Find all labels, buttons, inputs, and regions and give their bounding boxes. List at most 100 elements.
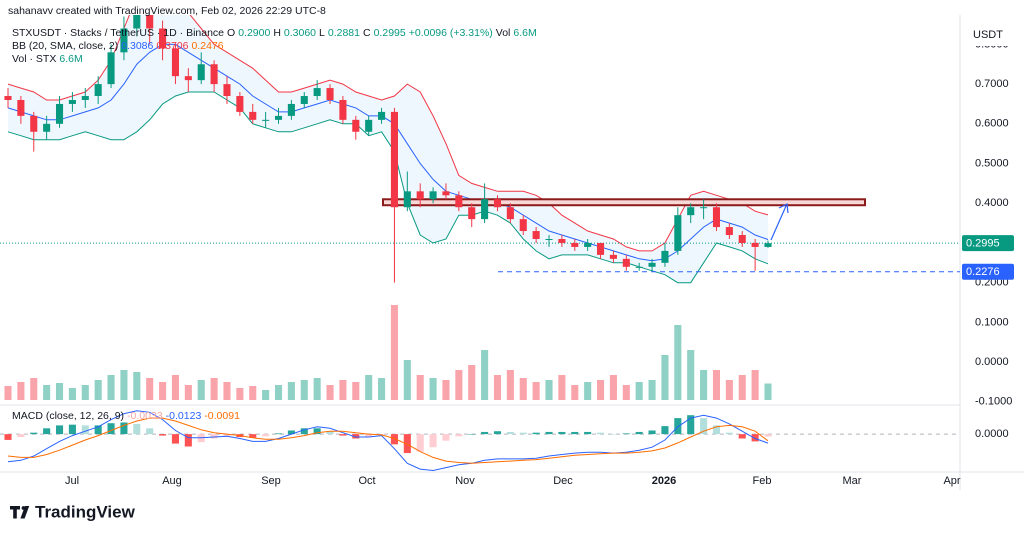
candle-body — [442, 191, 450, 196]
volume-bar — [700, 370, 708, 400]
candle-body — [81, 96, 89, 100]
macd-histogram-bar — [674, 418, 682, 435]
candle-body — [532, 231, 540, 239]
bb-lower-value: 0.2476 — [191, 40, 224, 52]
volume-bar — [532, 382, 540, 400]
ohlc-value: 0.2900 — [238, 27, 271, 39]
volume-bar — [648, 380, 656, 400]
macd-histogram-bar — [506, 431, 514, 435]
candle-body — [609, 254, 617, 259]
macd-histogram-bar — [30, 432, 38, 435]
macd-signal-value: -0.0091 — [204, 410, 240, 422]
candle-body — [55, 103, 64, 124]
volume-bar — [674, 325, 682, 400]
candle-body — [171, 48, 179, 77]
bb-basis-value: 0.3086 — [121, 40, 154, 52]
volume-bar — [635, 382, 643, 400]
candle-body — [365, 119, 373, 132]
price-axis: 0.80000.70000.60000.50000.40000.30000.20… — [962, 38, 1014, 440]
volume-bar — [712, 370, 721, 400]
signal-line — [7, 417, 769, 464]
candle-body — [390, 111, 398, 208]
currency-box — [962, 24, 1016, 46]
candle-body — [622, 258, 630, 267]
volume-bar — [584, 382, 592, 400]
volume-bar — [390, 305, 398, 400]
macd-histogram-bar — [751, 434, 759, 442]
candle-body — [455, 195, 463, 208]
x-tick-label: Feb — [753, 475, 772, 487]
volume-bar — [4, 386, 12, 400]
price-tag-label: 0.2995 — [966, 238, 1000, 250]
volume-bar — [725, 380, 733, 400]
candle-body — [751, 242, 759, 247]
volume-bar — [326, 385, 334, 400]
candle-body — [262, 119, 270, 121]
candle-body — [584, 242, 592, 247]
macd-histogram-bar — [712, 425, 721, 435]
macd-histogram-bar — [700, 418, 708, 435]
volume-bar — [481, 350, 489, 400]
y-tick-label: 0.4000 — [975, 197, 1009, 209]
candle-body — [223, 84, 231, 97]
volume-bar — [468, 365, 476, 400]
vol-value: 6.6M — [513, 27, 537, 39]
candle-body — [184, 76, 192, 81]
candle-body — [133, 15, 141, 29]
volume-bar — [571, 385, 579, 400]
candle-body — [159, 28, 167, 49]
price-tag-label: 0.2276 — [966, 266, 1000, 278]
macd-histogram-bar — [133, 423, 141, 435]
ohlc-key: L — [319, 27, 325, 39]
volume-bar — [545, 380, 553, 400]
volume-bar — [184, 385, 192, 400]
candle-body — [712, 207, 721, 228]
bb-title: BB (20, SMA, close, 2) — [12, 40, 119, 52]
volume-bar — [751, 370, 759, 400]
volume-bar — [506, 370, 514, 400]
volume-bar — [442, 380, 450, 400]
volume-bar — [197, 380, 205, 400]
candle-body — [725, 227, 733, 236]
macd-histogram-bar — [326, 431, 334, 435]
macd-histogram-bar — [43, 428, 51, 435]
volume-bar — [687, 350, 695, 400]
candle-body — [287, 103, 295, 116]
volume-bar — [313, 378, 321, 400]
bb-upper-value: 0.3706 — [156, 40, 189, 52]
candle-body — [558, 238, 566, 243]
macd-histogram-bar — [764, 434, 772, 437]
volume-bar — [352, 382, 360, 400]
volume-bar — [661, 355, 669, 400]
ohlc-value: 0.2995 — [373, 27, 406, 39]
x-tick-label: Aug — [162, 475, 182, 487]
volume-bar — [365, 375, 373, 400]
macd-histogram-bar — [661, 426, 669, 435]
volume-bar — [609, 375, 617, 400]
x-tick-label: Dec — [553, 475, 573, 487]
time-axis: Jul Aug Sep Oct Nov Dec 2026 Feb Mar Apr — [65, 475, 961, 487]
ohlc-key: O — [227, 27, 236, 39]
volume-bar — [171, 375, 179, 400]
macd-histogram-bar — [262, 434, 270, 437]
volume-bar — [210, 378, 218, 400]
volume-bar — [94, 380, 102, 400]
macd-histogram-bar — [558, 431, 566, 435]
candle-body — [17, 99, 25, 116]
macd-histogram-bar — [313, 428, 321, 435]
candle-body — [30, 115, 38, 132]
macd-histogram-bar — [249, 434, 257, 438]
macd-histogram-bar — [648, 430, 656, 435]
price-pane — [0, 15, 960, 400]
volume-bar — [249, 386, 257, 400]
x-tick-label: Mar — [843, 475, 862, 487]
volume-bar — [55, 383, 64, 400]
volume-bar — [81, 385, 89, 400]
macd-histogram-bar — [184, 434, 192, 447]
macd-histogram-bar — [352, 434, 360, 439]
macd-histogram-bar — [68, 424, 76, 435]
macd-histogram-bar — [738, 434, 746, 439]
volume-bar — [120, 370, 128, 400]
volume-title: Vol · STX — [12, 53, 57, 65]
